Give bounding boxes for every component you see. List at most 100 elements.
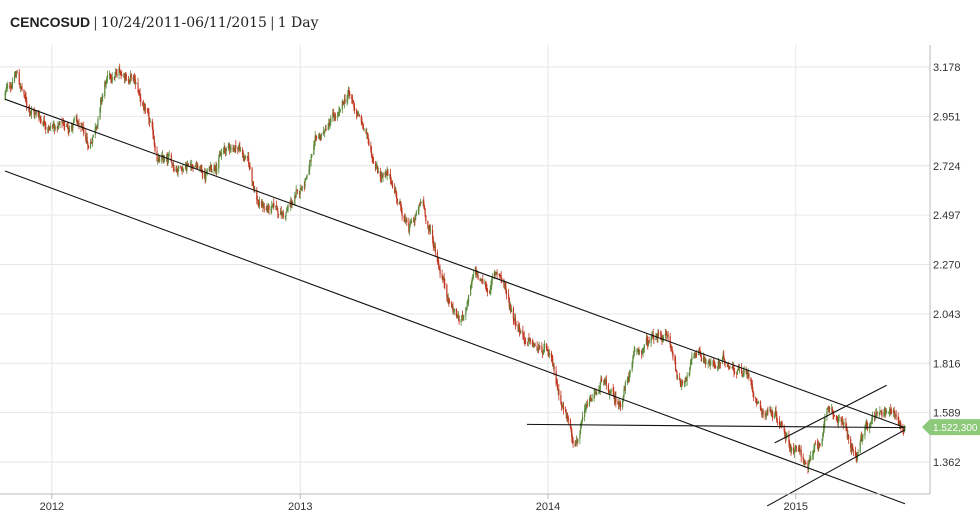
candle-body: [314, 136, 316, 142]
trend-line-rising-lower: [766, 429, 906, 507]
candle-body: [740, 367, 743, 371]
candle-body: [216, 168, 218, 172]
candle-body: [826, 408, 828, 418]
candle-body: [263, 207, 265, 209]
grid: [0, 45, 930, 494]
candle-body: [339, 109, 341, 111]
candle-body: [810, 456, 812, 461]
candle-body: [598, 390, 600, 394]
candle-body: [413, 218, 415, 223]
candle-body: [476, 270, 478, 275]
candle-body: [151, 121, 153, 128]
candle-body: [537, 348, 539, 351]
last-price-label: 1.522,300: [933, 423, 978, 434]
candle-body: [751, 383, 753, 391]
candle-body: [142, 101, 144, 105]
candle-body: [728, 366, 730, 368]
candle-body: [566, 415, 568, 418]
candle-body: [271, 205, 273, 210]
candle-body: [243, 156, 245, 158]
candle-body: [852, 445, 854, 451]
candle-body: [759, 401, 762, 409]
candle-body: [776, 414, 778, 421]
candle-body: [146, 109, 149, 112]
candle-body: [29, 111, 31, 113]
candle-body: [247, 156, 249, 158]
candle-body: [613, 391, 615, 397]
candle-body: [238, 146, 240, 148]
candle-body: [822, 429, 825, 434]
candle-body: [737, 369, 739, 371]
candle-body: [486, 290, 489, 292]
candle-body: [861, 437, 863, 440]
candle-body: [142, 104, 145, 106]
candle-body: [838, 417, 840, 418]
candle-body: [213, 166, 215, 172]
candle-body: [886, 411, 888, 413]
candle-body: [700, 353, 702, 357]
candle-body: [875, 412, 878, 414]
candle-body: [108, 73, 111, 76]
candle-body: [417, 209, 419, 212]
trend-line-channel-upper: [4, 98, 906, 429]
candle-body: [115, 72, 117, 76]
candle-body: [286, 210, 288, 212]
candle-body: [266, 207, 268, 210]
candle-body: [423, 200, 425, 207]
candle-body: [104, 82, 107, 85]
candle-body: [415, 211, 417, 216]
candle-body: [390, 179, 392, 183]
candle-body: [688, 372, 690, 376]
candle-body: [642, 348, 644, 354]
candle-body: [658, 332, 660, 334]
y-tick-label: 2.951: [933, 111, 961, 123]
candle-body: [306, 175, 308, 178]
y-tick-label: 2.497: [933, 210, 961, 222]
candle-body: [28, 106, 31, 113]
candle-body: [30, 110, 33, 114]
candle-body: [742, 372, 745, 376]
candle-body: [508, 298, 510, 308]
trend-line-rising-upper: [774, 384, 887, 444]
candle-body: [124, 74, 126, 79]
candle-body: [723, 358, 726, 361]
candle-body: [111, 77, 113, 82]
candle-body: [729, 366, 731, 368]
candle-body: [123, 74, 126, 79]
candle-body: [572, 440, 574, 444]
candle-body: [327, 128, 329, 130]
candle-body: [636, 350, 638, 352]
candle-body: [92, 134, 94, 138]
candle-body: [16, 72, 18, 74]
candle-body: [232, 148, 234, 150]
candle-body: [334, 116, 337, 118]
candle-body: [361, 122, 363, 124]
candle-body: [603, 380, 605, 382]
candle-body: [180, 167, 183, 170]
candle-body: [282, 212, 284, 217]
candle-body: [195, 165, 197, 167]
candle-body: [869, 423, 871, 425]
candle-body: [144, 107, 147, 110]
candle-body: [569, 420, 571, 428]
candle-body: [636, 350, 639, 351]
y-tick-label: 3.178: [933, 62, 961, 74]
candle-body: [346, 98, 348, 103]
candle-body: [200, 166, 202, 170]
candle-body: [780, 422, 782, 427]
candle-body: [537, 348, 540, 350]
candle-body: [499, 274, 502, 276]
candle-body: [286, 210, 288, 213]
candle-body: [419, 202, 421, 206]
candle-body: [717, 367, 719, 369]
candle-body: [400, 201, 402, 207]
candle-body: [840, 417, 842, 422]
candle-body: [119, 71, 121, 75]
candle-body: [496, 272, 498, 275]
candle-body: [670, 344, 672, 348]
candle-body: [367, 134, 369, 140]
candle-body: [241, 150, 244, 155]
candle-body: [555, 371, 557, 384]
x-tick-label: 2012: [40, 501, 64, 513]
